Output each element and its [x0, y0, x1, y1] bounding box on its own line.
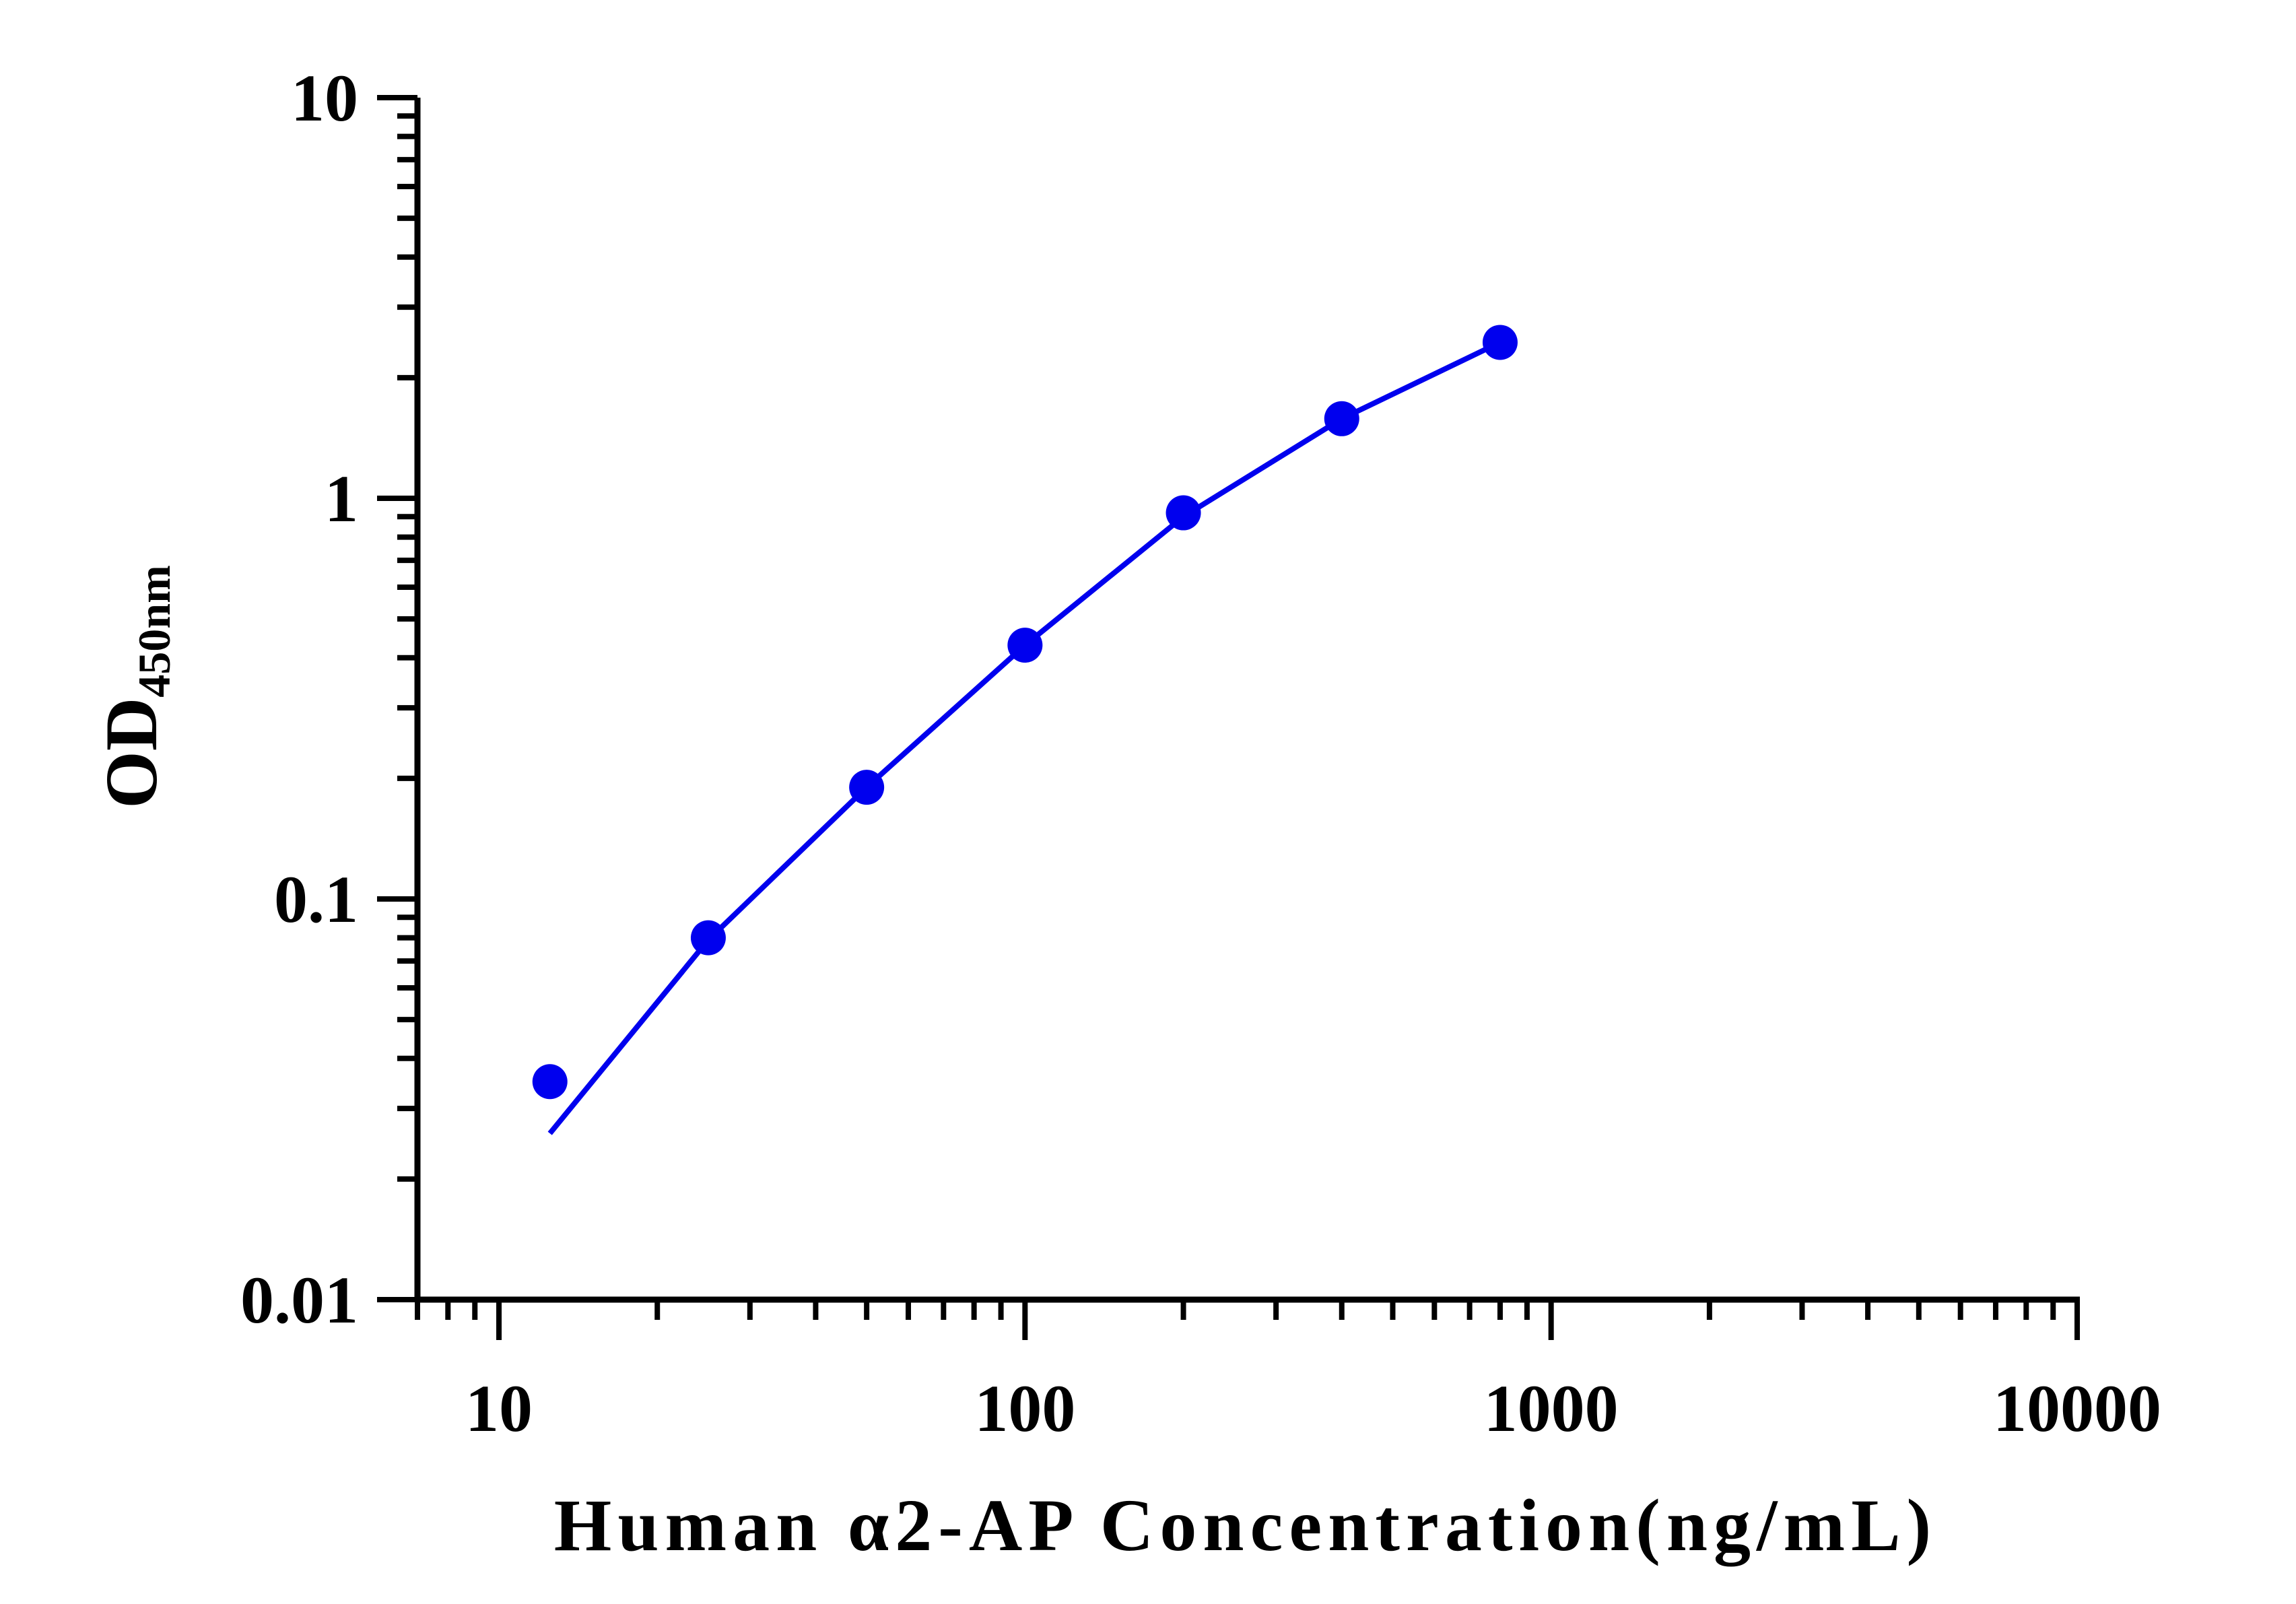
axes-layer: 0.01 0.1 1 10 10 100 1000 10000	[240, 61, 2161, 1446]
fit-curve-layer	[547, 339, 1501, 1135]
y-axis-title-main: OD	[90, 698, 172, 809]
data-point	[1007, 628, 1043, 663]
data-point	[1166, 495, 1201, 531]
x-axis-title: Human α2-AP Concentration(ng/mL)	[554, 1484, 1937, 1566]
y-tick-label: 10	[291, 61, 358, 135]
data-point	[1324, 401, 1359, 436]
x-tick-label: 100	[974, 1371, 1075, 1446]
y-axis-title: OD450nm	[90, 565, 180, 808]
y-tick-label: 1	[325, 461, 358, 536]
data-point	[532, 1064, 568, 1100]
y-tick-label: 0.1	[274, 862, 358, 937]
y-axis-title-subscript: 450nm	[129, 565, 180, 697]
data-point	[1482, 325, 1518, 360]
data-points-layer	[532, 325, 1518, 1100]
y-tick-label: 0.01	[240, 1263, 358, 1337]
x-tick-label: 10	[465, 1371, 533, 1446]
x-tick-label: 1000	[1484, 1371, 1619, 1446]
fit-curve-line	[547, 339, 1501, 1135]
x-tick-label: 10000	[1993, 1371, 2161, 1446]
data-point	[690, 920, 726, 956]
data-point	[849, 770, 885, 805]
